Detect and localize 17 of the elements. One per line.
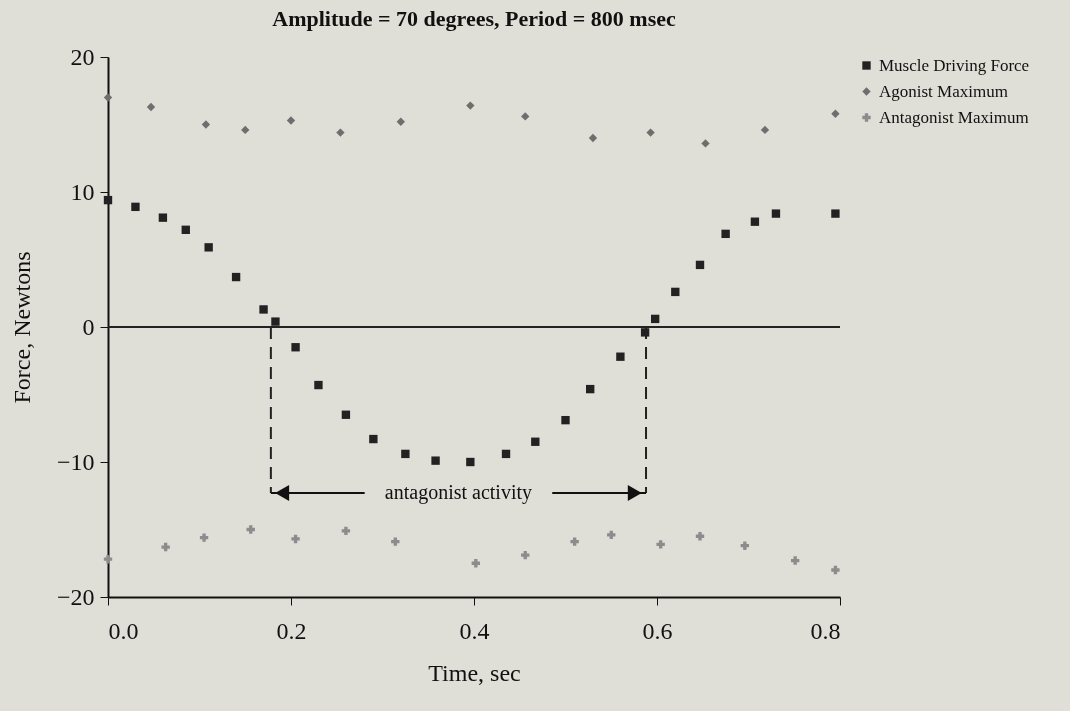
annotation: antagonist activity	[384, 481, 533, 505]
x-tick-label: 0.8	[810, 617, 841, 644]
x-tick-label: 0.2	[276, 617, 307, 644]
y-tick-label: 20	[70, 43, 95, 70]
x-axis-title: Time, sec	[428, 659, 521, 686]
chart-title: Amplitude = 70 degrees, Period = 800 msec	[272, 6, 676, 31]
x-tick-label: 0.0	[108, 617, 139, 644]
x-tick-label: 0.6	[642, 617, 673, 644]
legend-label: Antagonist Maximum	[879, 107, 1029, 127]
legend-label: Muscle Driving Force	[879, 55, 1030, 75]
y-tick-label: −10	[56, 448, 95, 475]
y-tick-label: −20	[56, 583, 95, 610]
x-tick-label: 0.4	[459, 617, 490, 644]
y-axis-title: Force, Newtons	[8, 251, 35, 404]
y-tick-label: 0	[82, 313, 95, 340]
y-tick-label: 10	[70, 178, 95, 205]
legend-label: Agonist Maximum	[879, 81, 1008, 101]
